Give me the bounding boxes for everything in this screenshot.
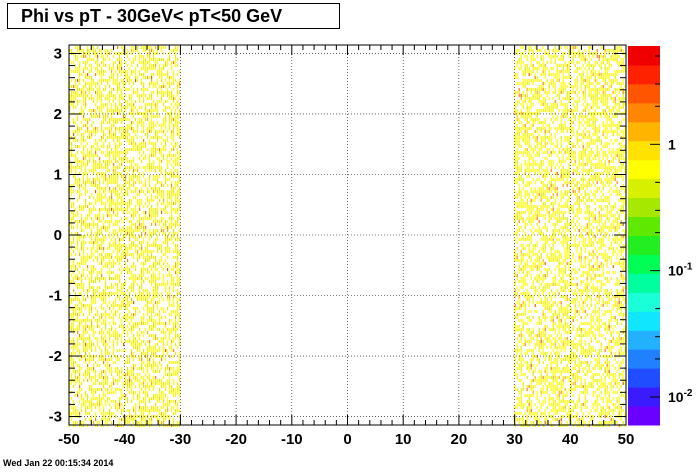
colorbar-swatch: [628, 235, 660, 255]
colorbar-swatch: [628, 83, 660, 104]
colorbar-swatch: [628, 159, 660, 180]
colorbar-tick-label: 10-1: [668, 262, 693, 279]
colorbar-swatch: [628, 311, 660, 331]
timestamp: Wed Jan 22 00:15:34 2014: [3, 458, 114, 468]
chart-title: Phi vs pT - 30GeV< pT<50 GeV: [7, 3, 340, 29]
colorbar-swatch: [628, 64, 660, 85]
y-axis-ticks: [69, 52, 626, 418]
colorbar-tick-base: 10: [668, 389, 684, 405]
x-tick-label: 50: [618, 431, 635, 448]
x-tick-label: 10: [395, 431, 412, 448]
y-tick-label: -3: [49, 409, 62, 426]
x-tick-label: 0: [343, 431, 351, 448]
grid: [69, 45, 626, 425]
x-tick-label: 40: [562, 431, 579, 448]
colorbar-swatch: [628, 349, 660, 369]
colorbar-swatch: [628, 406, 660, 426]
x-axis-ticks: [68, 45, 627, 425]
x-tick-label: -10: [281, 431, 303, 448]
x-tick-label: 30: [506, 431, 523, 448]
x-tick-label: -30: [170, 431, 192, 448]
colorbar-swatch: [628, 216, 660, 236]
colorbar: [628, 46, 660, 426]
colorbar-swatch: [628, 140, 660, 161]
y-tick-label: 1: [54, 166, 62, 183]
colorbar-swatch: [628, 368, 660, 388]
colorbar-swatch: [628, 197, 660, 218]
y-tick-label: 3: [54, 45, 62, 62]
colorbar-swatch: [628, 273, 660, 293]
colorbar-tick-base: 10: [668, 263, 684, 279]
colorbar-swatch: [628, 254, 660, 274]
colorbar-swatch: [628, 292, 660, 312]
colorbar-swatch: [628, 330, 660, 350]
colorbar-tick-exponent: -1: [684, 262, 693, 273]
colorbar-tick-label: 10-2: [668, 388, 693, 405]
x-tick-label: 20: [451, 431, 468, 448]
colorbar-tick-base: 1: [668, 136, 676, 152]
x-tick-label: -20: [225, 431, 247, 448]
colorbar-tick-label: 1: [668, 136, 676, 152]
x-tick-label: -40: [114, 431, 136, 448]
colorbar-tick-exponent: -2: [684, 388, 693, 399]
colorbar-swatch: [628, 387, 660, 407]
y-tick-label: -1: [49, 288, 62, 305]
colorbar-swatch: [628, 102, 660, 123]
colorbar-swatch: [628, 178, 660, 199]
y-tick-label: -2: [49, 348, 62, 365]
colorbar-swatch: [628, 46, 660, 66]
y-tick-label: 2: [54, 106, 62, 123]
y-tick-label: 0: [54, 227, 62, 244]
x-tick-label: -50: [58, 431, 80, 448]
heatmap-region-2: [514, 46, 626, 427]
colorbar-swatch: [628, 121, 660, 142]
